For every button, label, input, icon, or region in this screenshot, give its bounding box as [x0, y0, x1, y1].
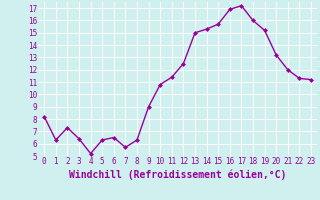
X-axis label: Windchill (Refroidissement éolien,°C): Windchill (Refroidissement éolien,°C) — [69, 169, 286, 180]
